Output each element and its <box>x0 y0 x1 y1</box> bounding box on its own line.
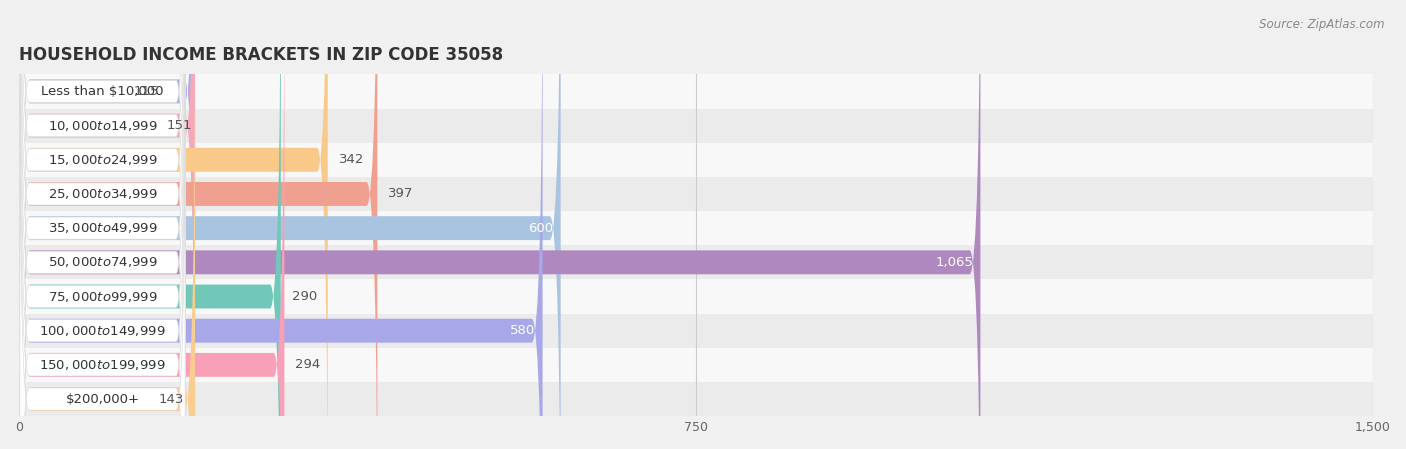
FancyBboxPatch shape <box>20 0 186 449</box>
Text: $35,000 to $49,999: $35,000 to $49,999 <box>48 221 157 235</box>
FancyBboxPatch shape <box>20 0 186 449</box>
Bar <box>20 109 1374 143</box>
Bar <box>20 143 1374 177</box>
FancyBboxPatch shape <box>20 0 543 449</box>
Bar <box>20 313 1374 348</box>
Text: 115: 115 <box>134 85 159 98</box>
Bar <box>20 211 1374 245</box>
Text: 151: 151 <box>166 119 191 132</box>
Text: Less than $10,000: Less than $10,000 <box>41 85 163 98</box>
FancyBboxPatch shape <box>20 34 186 449</box>
FancyBboxPatch shape <box>20 0 186 449</box>
FancyBboxPatch shape <box>20 0 281 449</box>
FancyBboxPatch shape <box>20 0 186 449</box>
FancyBboxPatch shape <box>20 68 186 449</box>
FancyBboxPatch shape <box>20 0 186 422</box>
Text: 1,065: 1,065 <box>935 256 973 269</box>
Text: 294: 294 <box>295 358 321 371</box>
Bar <box>20 245 1374 279</box>
FancyBboxPatch shape <box>20 0 377 449</box>
Text: 342: 342 <box>339 153 364 166</box>
Text: HOUSEHOLD INCOME BRACKETS IN ZIP CODE 35058: HOUSEHOLD INCOME BRACKETS IN ZIP CODE 35… <box>20 46 503 64</box>
Text: $50,000 to $74,999: $50,000 to $74,999 <box>48 255 157 269</box>
Text: $150,000 to $199,999: $150,000 to $199,999 <box>39 358 166 372</box>
Text: 143: 143 <box>159 392 184 405</box>
Bar <box>20 75 1374 109</box>
FancyBboxPatch shape <box>20 0 186 449</box>
Bar <box>20 382 1374 416</box>
Text: 580: 580 <box>510 324 536 337</box>
Text: 290: 290 <box>291 290 316 303</box>
Text: $10,000 to $14,999: $10,000 to $14,999 <box>48 119 157 132</box>
Text: $100,000 to $149,999: $100,000 to $149,999 <box>39 324 166 338</box>
FancyBboxPatch shape <box>20 0 195 449</box>
Text: 600: 600 <box>529 222 554 235</box>
Text: $25,000 to $34,999: $25,000 to $34,999 <box>48 187 157 201</box>
FancyBboxPatch shape <box>20 0 284 449</box>
Bar <box>20 177 1374 211</box>
Bar <box>20 279 1374 313</box>
FancyBboxPatch shape <box>20 0 195 449</box>
FancyBboxPatch shape <box>20 0 561 449</box>
Text: $75,000 to $99,999: $75,000 to $99,999 <box>48 290 157 304</box>
Text: 397: 397 <box>388 187 413 200</box>
Text: $15,000 to $24,999: $15,000 to $24,999 <box>48 153 157 167</box>
Bar <box>20 348 1374 382</box>
FancyBboxPatch shape <box>20 0 980 449</box>
FancyBboxPatch shape <box>20 0 328 449</box>
Text: Source: ZipAtlas.com: Source: ZipAtlas.com <box>1260 18 1385 31</box>
FancyBboxPatch shape <box>20 0 186 449</box>
Text: $200,000+: $200,000+ <box>66 392 139 405</box>
FancyBboxPatch shape <box>20 0 186 449</box>
FancyBboxPatch shape <box>20 1 195 449</box>
